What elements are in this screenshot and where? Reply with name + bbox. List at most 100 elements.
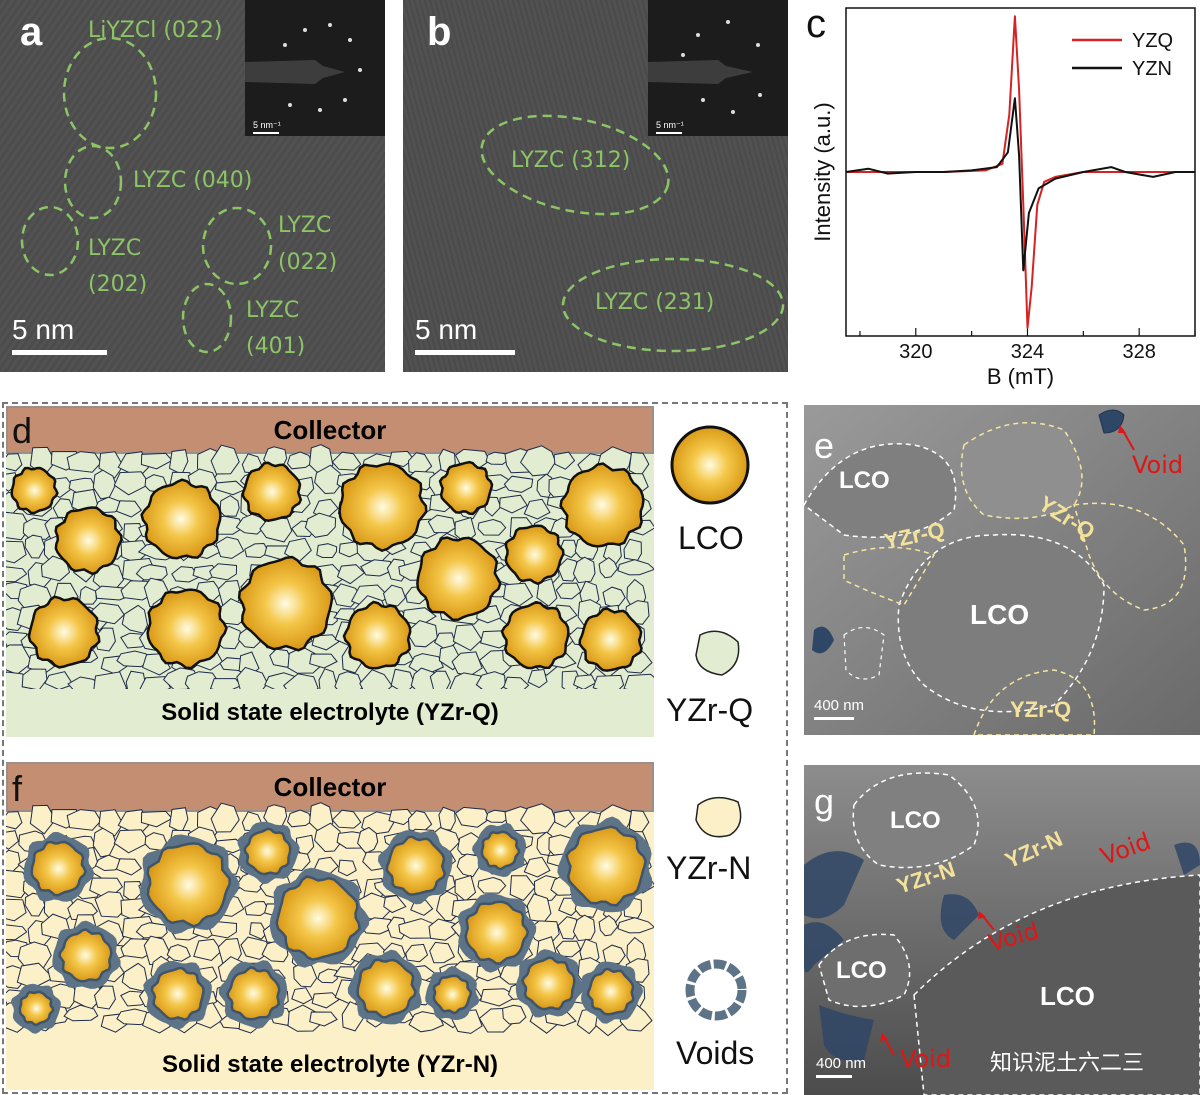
- electrolyte-grain: [311, 634, 340, 651]
- electrolyte-grain: [193, 938, 223, 962]
- lco-particle: [226, 966, 281, 1021]
- x-axis-label: B (mT): [987, 364, 1054, 389]
- lco-particle: [565, 825, 647, 907]
- electrolyte-grain: [6, 811, 23, 830]
- electrolyte-grain: [555, 940, 582, 958]
- electrolyte-grain: [485, 451, 508, 465]
- plane-label: LYZC: [246, 298, 300, 323]
- electrolyte-grain: [527, 668, 548, 689]
- electrolyte-grain: [309, 1011, 338, 1027]
- electrolyte-grain: [337, 859, 357, 877]
- scale-bar: [12, 350, 107, 355]
- panel-f-schematic: Collector f Solid state electrolyte (YZr…: [6, 762, 654, 1090]
- panel-g-shapes: [804, 765, 1200, 1095]
- y-axis-label: Intensity (a.u.): [810, 102, 835, 241]
- electrolyte-grain: [135, 922, 168, 939]
- electrolyte-grain: [140, 452, 173, 470]
- schematic-legend: LCO YZr-Q YZr-N Voids: [660, 410, 780, 1090]
- collector-layer: Collector: [6, 762, 654, 812]
- lco-particle: [432, 974, 473, 1015]
- grain-outline: [181, 282, 233, 354]
- electrolyte-grain: [94, 854, 124, 872]
- panel-label: e: [814, 425, 835, 466]
- electrolyte-grain: [429, 941, 456, 964]
- electrolyte-grain: [244, 900, 270, 917]
- electrolyte-grain: [24, 534, 46, 559]
- lco-particle: [150, 966, 205, 1022]
- electrolyte-grain: [617, 917, 654, 934]
- lco-particle: [416, 536, 502, 621]
- lco-particle: [58, 928, 113, 983]
- scale-bar: [814, 717, 854, 720]
- electrolyte-grain: [214, 480, 247, 496]
- electrolyte-grain: [210, 802, 240, 833]
- plane-label: LYZC (040): [133, 168, 253, 193]
- panel-label: g: [814, 781, 835, 822]
- lco-particle: [521, 956, 576, 1011]
- electrolyte-grain: [553, 809, 576, 828]
- panel-label: d: [12, 410, 33, 451]
- electrolyte-grain: [209, 563, 238, 581]
- electrolyte-grain: [166, 944, 191, 962]
- electrolyte-grain: [382, 584, 406, 607]
- lco-particle: [586, 967, 635, 1016]
- electrolyte-grain: [388, 808, 415, 826]
- void-label: Void: [900, 1045, 952, 1073]
- legend-yzrn-label: YZr-N: [666, 850, 752, 886]
- electrolyte-grain: [427, 514, 456, 534]
- electrolyte-grain: [66, 809, 102, 831]
- electrolyte-grain: [502, 1004, 527, 1025]
- electrolyte-grain: [309, 653, 338, 669]
- panel-label: b: [427, 10, 452, 54]
- electrolyte-grain: [91, 602, 125, 625]
- electrolyte-grain: [116, 1008, 152, 1026]
- electrolyte-grain: [94, 891, 128, 918]
- electrolyte-grain: [499, 494, 528, 514]
- electrolyte-grain: [503, 582, 534, 607]
- electrolyte-grain: [171, 566, 200, 583]
- electrolyte-grain: [572, 556, 596, 584]
- electrolyte-grain: [336, 564, 366, 585]
- electrolyte-grain: [331, 451, 362, 471]
- diffraction-inset: 5 nm⁻¹: [648, 0, 788, 136]
- electrolyte-grain: [331, 809, 362, 829]
- electrolyte-grain: [536, 578, 558, 607]
- schematic-frame: [2, 402, 788, 1094]
- electrolyte-grain: [116, 650, 152, 668]
- electrolyte-grain: [598, 556, 619, 579]
- plane-label: LiYZCl (022): [88, 18, 223, 43]
- lco-particle: [54, 506, 123, 576]
- scale-bar: [415, 350, 515, 355]
- electrolyte-grain: [244, 542, 270, 559]
- panel-label: c: [806, 2, 826, 46]
- electrolyte-grain: [357, 826, 379, 854]
- electrolyte-grain: [121, 962, 149, 992]
- lco-particle: [342, 600, 412, 670]
- lco-particle: [504, 524, 565, 586]
- electrolyte-grain: [503, 475, 534, 493]
- lco-particle: [438, 460, 494, 516]
- electrolyte-grain: [314, 464, 342, 495]
- collector-layer: Collector: [6, 406, 654, 454]
- electrolyte-grain: [304, 512, 337, 538]
- yzrq-legend-icon: [695, 630, 740, 676]
- lco-particle: [480, 830, 521, 871]
- electrolyte-grain: [286, 451, 313, 470]
- yzrq-label: YZr-Q: [1010, 697, 1072, 722]
- electrolyte-grain: [29, 804, 57, 835]
- series-line-yzn: [845, 97, 1195, 272]
- electrolyte-grain: [405, 943, 429, 963]
- inset-scale-label: 5 nm⁻¹: [656, 120, 684, 130]
- plane-label: LYZC: [278, 213, 332, 238]
- electrolyte-layer: Solid state electrolyte (YZr-Q): [6, 689, 654, 737]
- plane-label: (202): [88, 272, 148, 297]
- electrolyte-grain: [259, 516, 293, 543]
- lco-label: LCO: [839, 467, 890, 494]
- lco-particle: [146, 842, 231, 928]
- electrolyte-grain: [572, 914, 596, 942]
- electrolyte-grain: [63, 1004, 99, 1022]
- grain-outline: [62, 36, 158, 150]
- lco-particle: [338, 462, 428, 553]
- electrolyte-grain: [121, 604, 149, 634]
- legend-lco-label: LCO: [678, 520, 744, 556]
